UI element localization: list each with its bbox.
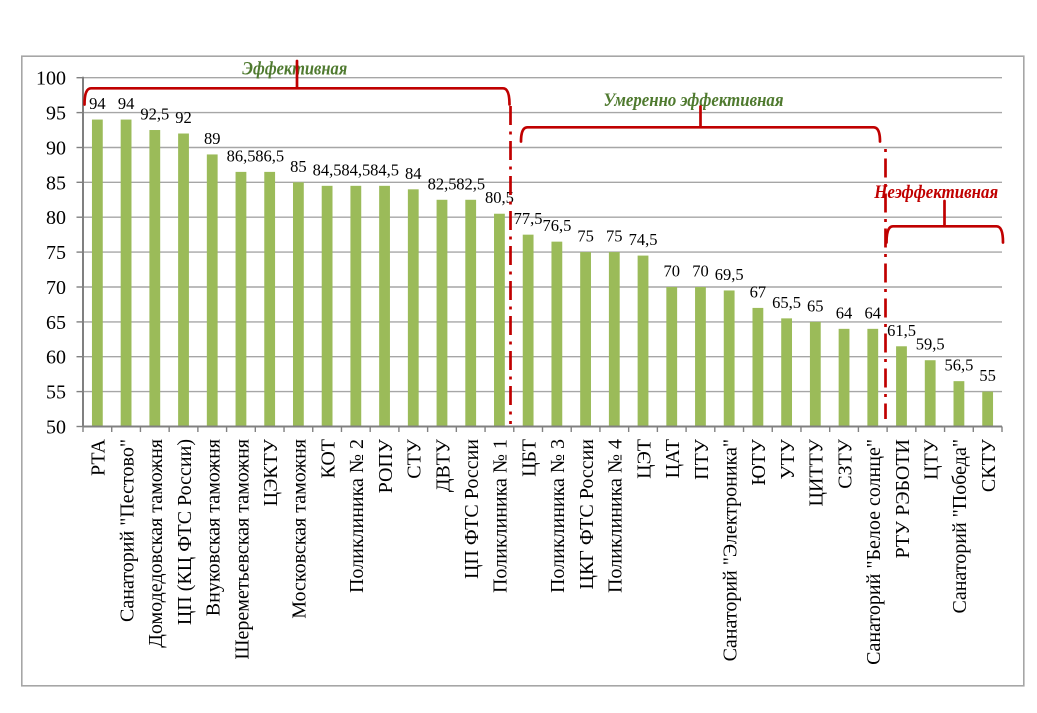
svg-text:ЦЭКТУ: ЦЭКТУ: [260, 438, 282, 506]
svg-text:77,5: 77,5: [514, 209, 543, 228]
svg-text:ЦИТТУ: ЦИТТУ: [806, 438, 828, 506]
svg-text:76,5: 76,5: [542, 216, 571, 235]
svg-text:94: 94: [118, 94, 135, 113]
svg-text:Домодедовская таможня: Домодедовская таможня: [145, 439, 167, 648]
svg-text:85: 85: [290, 157, 307, 176]
svg-text:УТУ: УТУ: [777, 438, 799, 479]
svg-text:ЦП ФТС России: ЦП ФТС России: [461, 439, 483, 579]
svg-text:84: 84: [405, 164, 422, 183]
svg-text:94: 94: [89, 94, 106, 113]
svg-text:ЦЭТ: ЦЭТ: [633, 439, 655, 479]
svg-text:ЮТУ: ЮТУ: [748, 438, 770, 485]
svg-text:РТА: РТА: [88, 438, 110, 476]
svg-text:100: 100: [36, 68, 66, 90]
svg-text:56,5: 56,5: [944, 356, 973, 375]
svg-text:КОТ: КОТ: [317, 439, 339, 479]
svg-text:Московская таможня: Московская таможня: [289, 439, 311, 619]
svg-text:80: 80: [46, 207, 66, 229]
svg-text:74,5: 74,5: [629, 230, 658, 249]
svg-text:Умеренно эффективная: Умеренно эффективная: [604, 90, 784, 111]
svg-text:84,5: 84,5: [341, 160, 370, 179]
svg-text:Шереметьевская таможня: Шереметьевская таможня: [231, 439, 253, 660]
svg-text:59,5: 59,5: [916, 335, 945, 354]
svg-text:ЦКГ ФТС России: ЦКГ ФТС России: [576, 439, 598, 590]
svg-text:55: 55: [46, 382, 66, 404]
svg-text:50: 50: [46, 417, 66, 439]
svg-text:Эффективная: Эффективная: [242, 59, 347, 80]
svg-text:92: 92: [175, 108, 192, 127]
svg-text:86,5: 86,5: [227, 146, 256, 165]
svg-text:67: 67: [750, 282, 767, 301]
svg-text:82,5: 82,5: [428, 174, 457, 193]
svg-text:Внуковская таможня: Внуковская таможня: [203, 439, 225, 616]
svg-text:Санаторий "Белое солнце": Санаторий "Белое солнце": [863, 439, 885, 665]
svg-text:75: 75: [606, 227, 623, 246]
svg-text:Санаторий "Электроника": Санаторий "Электроника": [720, 439, 742, 661]
svg-text:ЦБТ: ЦБТ: [518, 439, 540, 477]
svg-text:ЦАТ: ЦАТ: [662, 439, 684, 478]
svg-text:ПТУ: ПТУ: [691, 438, 713, 480]
svg-text:СТУ: СТУ: [404, 438, 426, 479]
svg-text:СЗТУ: СЗТУ: [834, 438, 856, 489]
svg-text:69,5: 69,5: [715, 265, 744, 284]
svg-text:Поликлиника № 2: Поликлиника № 2: [346, 439, 368, 593]
svg-text:Поликлиника № 3: Поликлиника № 3: [547, 439, 569, 593]
svg-text:89: 89: [204, 129, 221, 148]
svg-text:80,5: 80,5: [485, 188, 514, 207]
svg-text:90: 90: [46, 138, 66, 160]
svg-text:64: 64: [865, 303, 882, 322]
svg-text:ЦП (КЦ ФТС России): ЦП (КЦ ФТС России): [174, 439, 196, 625]
svg-text:РТУ РЭБОТИ: РТУ РЭБОТИ: [892, 439, 914, 559]
svg-text:Санаторий "Пестово": Санаторий "Пестово": [116, 439, 138, 622]
svg-text:86,5: 86,5: [255, 146, 284, 165]
svg-text:65,5: 65,5: [772, 293, 801, 312]
svg-text:92,5: 92,5: [140, 105, 169, 124]
svg-text:84,5: 84,5: [313, 160, 342, 179]
svg-text:64: 64: [836, 303, 853, 322]
svg-text:РОПУ: РОПУ: [375, 438, 397, 493]
svg-text:85: 85: [46, 172, 66, 194]
svg-text:95: 95: [46, 103, 66, 125]
svg-text:65: 65: [807, 296, 824, 315]
svg-text:60: 60: [46, 347, 66, 369]
svg-text:65: 65: [46, 312, 66, 334]
svg-text:ЦТУ: ЦТУ: [921, 438, 943, 480]
svg-text:75: 75: [46, 242, 66, 264]
svg-text:75: 75: [577, 227, 594, 246]
svg-text:84,5: 84,5: [370, 160, 399, 179]
svg-text:82,5: 82,5: [456, 174, 485, 193]
svg-text:СКТУ: СКТУ: [978, 438, 1000, 492]
svg-text:Санаторий "Победа": Санаторий "Победа": [949, 439, 971, 614]
svg-text:Поликлиника № 4: Поликлиника № 4: [605, 439, 627, 593]
svg-text:70: 70: [46, 277, 66, 299]
svg-text:61,5: 61,5: [887, 321, 916, 340]
svg-text:70: 70: [663, 262, 680, 281]
svg-text:Неэффективная: Неэффективная: [873, 182, 998, 203]
svg-text:55: 55: [979, 366, 996, 385]
svg-text:ДВТУ: ДВТУ: [432, 438, 454, 492]
svg-text:70: 70: [692, 262, 709, 281]
svg-text:Поликлиника № 1: Поликлиника № 1: [490, 439, 512, 593]
